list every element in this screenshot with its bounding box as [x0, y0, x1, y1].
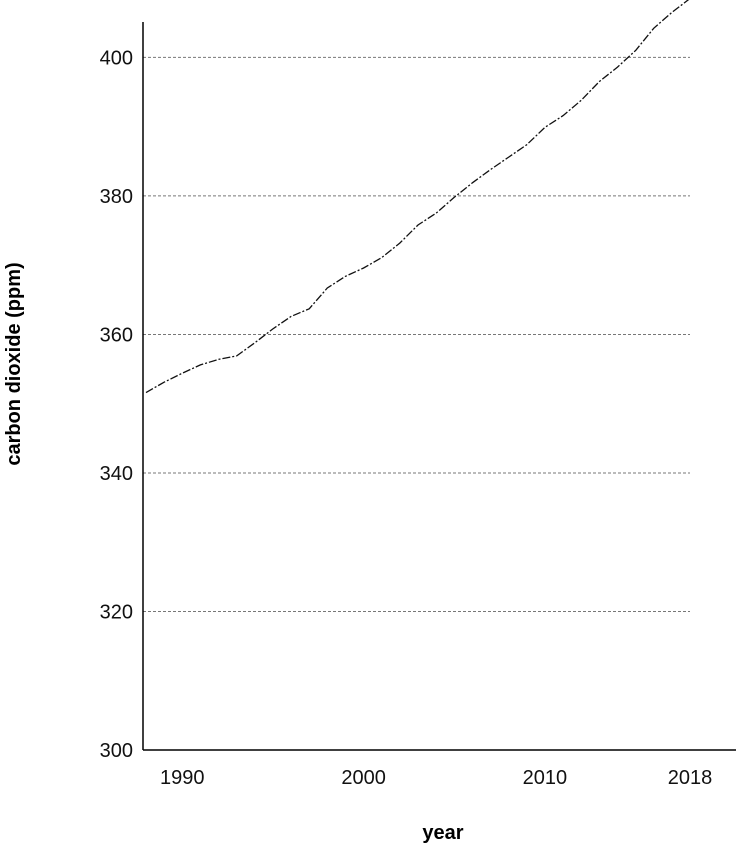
y-tick-label: 360: [100, 324, 133, 346]
y-tick-label: 400: [100, 47, 133, 69]
x-tick-label: 2018: [668, 767, 713, 789]
x-tick-label: 2000: [341, 767, 386, 789]
y-tick-label: 380: [100, 186, 133, 208]
y-axis-title: carbon dioxide (ppm): [3, 262, 25, 465]
y-tick-label: 340: [100, 463, 133, 485]
x-tick-labels: 1990 2000 2010 2018: [160, 767, 712, 789]
co2-series-line: [145, 0, 690, 394]
x-axis-title: year: [422, 822, 463, 844]
gridlines: [143, 56, 690, 612]
x-tick-label: 2010: [523, 767, 568, 789]
x-tick-label: 1990: [160, 767, 205, 789]
y-tick-labels: 300 320 340 360 380 400: [100, 47, 133, 762]
y-tick-label: 320: [100, 601, 133, 623]
y-tick-label: 300: [100, 740, 133, 762]
